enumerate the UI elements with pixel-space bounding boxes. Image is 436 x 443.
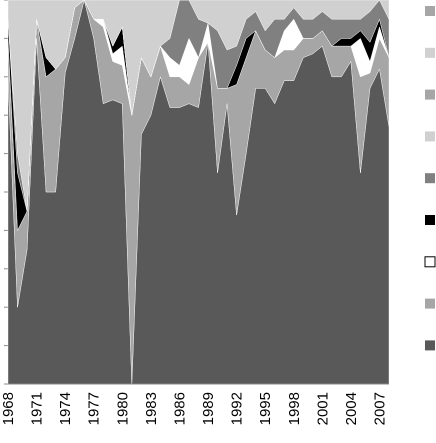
x-tick-label: 2007	[371, 392, 388, 425]
legend	[424, 6, 436, 351]
legend-swatch	[425, 173, 435, 184]
x-tick-label: 1977	[86, 392, 103, 425]
legend-swatch	[425, 340, 435, 351]
x-tick-label: 1968	[0, 392, 17, 425]
x-tick-label: 1983	[143, 392, 160, 425]
legend-swatch	[425, 215, 435, 225]
x-tick-label: 1989	[200, 392, 217, 425]
x-tick-label: 2001	[314, 392, 331, 425]
x-tick-label: 1974	[57, 392, 74, 425]
x-tick-label: 1971	[29, 392, 46, 425]
legend-swatch	[424, 256, 436, 268]
x-tick-label: 1998	[286, 392, 303, 425]
x-tick-label: 1986	[171, 392, 188, 425]
x-tick-label: 1980	[114, 392, 131, 425]
legend-swatch	[425, 298, 435, 309]
legend-swatch	[425, 47, 435, 58]
x-tick-label: 1992	[229, 392, 246, 425]
y-axis-tick-marks	[4, 0, 8, 385]
plot-area	[7, 0, 390, 385]
x-axis-tick-labels: 1968 1971 1974 1977 1980 1983 1986 1989 1992 1995…	[0, 392, 388, 425]
x-tick-label: 2004	[343, 392, 360, 425]
legend-swatch	[425, 131, 435, 142]
x-tick-label: 1995	[257, 392, 274, 425]
legend-swatch	[425, 89, 435, 100]
area-series-6	[7, 0, 390, 212]
legend-swatch	[425, 6, 435, 16]
